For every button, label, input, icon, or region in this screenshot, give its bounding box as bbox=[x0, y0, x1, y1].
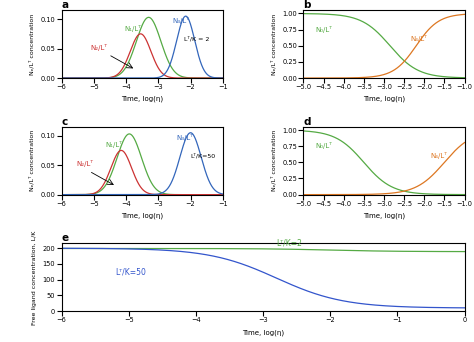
Y-axis label: Nₑ/Lᵀ concentration: Nₑ/Lᵀ concentration bbox=[29, 130, 35, 192]
X-axis label: Time, log(η): Time, log(η) bbox=[363, 96, 405, 102]
Text: b: b bbox=[303, 0, 311, 10]
Y-axis label: Free ligand concentration, L/K: Free ligand concentration, L/K bbox=[32, 230, 37, 325]
Text: N₀/Lᵀ: N₀/Lᵀ bbox=[316, 26, 332, 32]
Text: N₂/Lᵀ: N₂/Lᵀ bbox=[76, 160, 93, 167]
Text: Lᵀ/K = 2: Lᵀ/K = 2 bbox=[184, 36, 210, 42]
Y-axis label: Nₑ/Lᵀ concentration: Nₑ/Lᵀ concentration bbox=[271, 130, 277, 192]
Text: e: e bbox=[62, 233, 69, 244]
Text: d: d bbox=[303, 117, 311, 127]
Y-axis label: Nₑ/Lᵀ concentration: Nₑ/Lᵀ concentration bbox=[271, 14, 277, 75]
Text: N₀/Lᵀ: N₀/Lᵀ bbox=[316, 142, 332, 149]
Y-axis label: Nₑ/Lᵀ concentration: Nₑ/Lᵀ concentration bbox=[29, 14, 35, 75]
Text: Lᵀ/K=50: Lᵀ/K=50 bbox=[115, 267, 146, 276]
X-axis label: Time, log(η): Time, log(η) bbox=[121, 212, 163, 219]
Text: N₄/Lᵀ: N₄/Lᵀ bbox=[410, 35, 427, 42]
Text: N₂/Lᵀ: N₂/Lᵀ bbox=[91, 44, 108, 51]
Text: a: a bbox=[62, 0, 69, 10]
Text: N₃/Lᵀ: N₃/Lᵀ bbox=[176, 134, 193, 141]
Text: N₄/Lᵀ: N₄/Lᵀ bbox=[430, 152, 447, 159]
Text: Lᵀ/K=50: Lᵀ/K=50 bbox=[191, 153, 216, 158]
Text: N₁/Lᵀ: N₁/Lᵀ bbox=[105, 142, 122, 148]
Text: Lᵀ/K=2: Lᵀ/K=2 bbox=[276, 239, 302, 248]
X-axis label: Time, log(η): Time, log(η) bbox=[121, 96, 163, 102]
Text: N₃/Lᵀ: N₃/Lᵀ bbox=[173, 17, 190, 24]
Text: N₁/Lᵀ: N₁/Lᵀ bbox=[125, 25, 141, 32]
Text: c: c bbox=[62, 117, 68, 127]
X-axis label: Time, log(η): Time, log(η) bbox=[363, 212, 405, 219]
X-axis label: Time, log(η): Time, log(η) bbox=[242, 329, 284, 336]
